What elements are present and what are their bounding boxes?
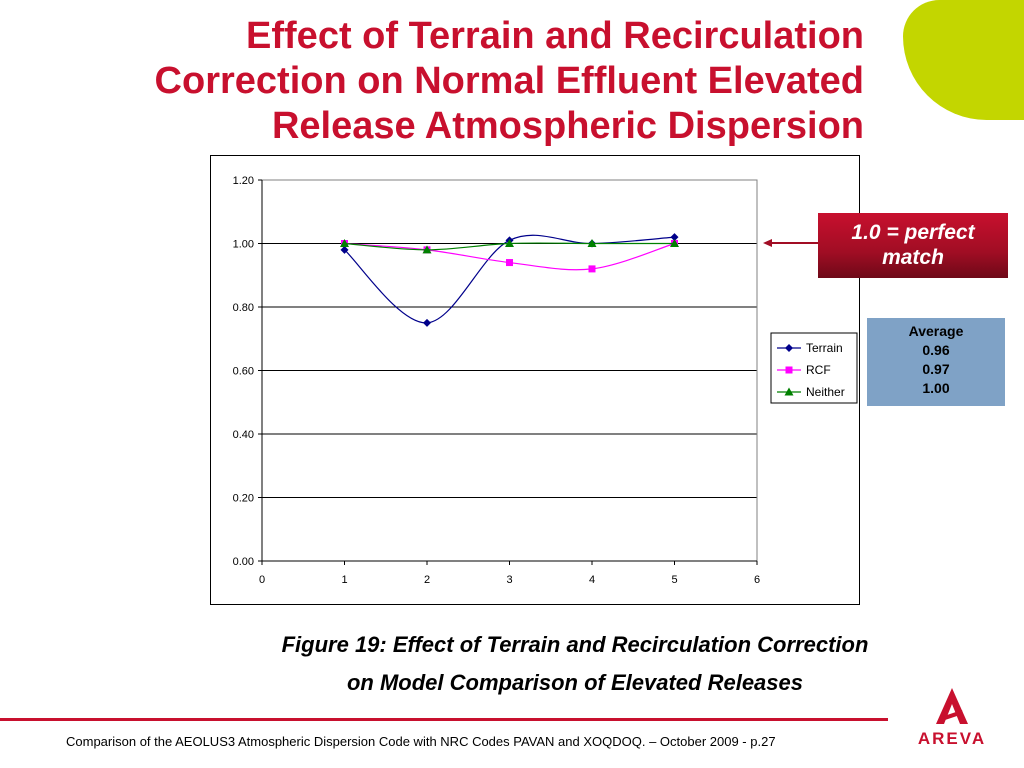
average-values-box: Average 0.96 0.97 1.00: [867, 318, 1005, 406]
legend-marker-neither: [784, 387, 794, 396]
average-value-terrain: 0.96: [922, 342, 950, 358]
legend-label-terrain: Terrain: [806, 341, 843, 355]
caption-line-1: Figure 19: Effect of Terrain and Recircu…: [281, 632, 869, 657]
chart-legend: Terrain RCF Neither: [770, 332, 858, 404]
average-heading: Average: [908, 323, 964, 339]
chart-series: [340, 233, 679, 327]
y-tick-label: 1.20: [233, 175, 254, 187]
data-point-terrain: [670, 233, 679, 242]
data-point-rcf: [506, 259, 513, 267]
chart-axes: [258, 179, 758, 565]
legend-label-neither: Neither: [806, 385, 845, 399]
perfect-match-callout: 1.0 = perfect match: [818, 213, 1008, 278]
average-value-rcf: 0.97: [922, 361, 950, 377]
areva-logo: AREVA: [900, 686, 1004, 752]
legend-box: [770, 332, 858, 404]
title-line-3: Release Atmospheric Dispersion: [271, 105, 864, 147]
logo-wordmark: AREVA: [917, 729, 987, 748]
data-point-neither: [670, 239, 679, 247]
x-axis-tick-labels: 0 1 2 3 4 5 6: [259, 574, 760, 586]
y-tick-label: 1.00: [233, 239, 254, 251]
x-tick-label: 5: [671, 574, 677, 586]
data-point-neither: [505, 239, 514, 247]
legend-marker-terrain: [785, 344, 793, 352]
data-point-terrain: [423, 318, 431, 327]
y-tick-label: 0.60: [233, 366, 254, 378]
chart-gridlines: [262, 179, 757, 498]
average-value-neither: 1.00: [922, 380, 950, 396]
callout-line-2: match: [882, 246, 944, 269]
legend-marker-rcf: [785, 366, 793, 374]
y-tick-label: 0.20: [233, 493, 254, 505]
callout-arrow-icon: [763, 239, 821, 247]
page-title: Effect of Terrain and Recirculation Corr…: [40, 14, 864, 149]
data-point-neither: [587, 239, 597, 247]
x-tick-label: 2: [424, 574, 430, 586]
data-point-neither: [422, 245, 432, 254]
y-tick-label: 0.00: [233, 556, 254, 568]
y-axis-tick-labels: 0.00 0.20 0.40 0.60 0.80 1.00 1.20: [233, 175, 254, 568]
legend-label-rcf: RCF: [806, 363, 831, 377]
x-tick-label: 1: [341, 574, 347, 586]
x-tick-label: 3: [506, 574, 512, 586]
data-point-neither: [340, 239, 349, 247]
caption-line-2: on Model Comparison of Elevated Releases: [346, 670, 803, 695]
figure-caption: Figure 19: Effect of Terrain and Recircu…: [150, 626, 1000, 702]
x-tick-label: 0: [259, 574, 265, 586]
chart-panel: 0.00 0.20 0.40 0.60 0.80 1.00 1.20 0 1 2 3 4 5 6 Ter…: [210, 155, 860, 605]
line-chart: 0.00 0.20 0.40 0.60 0.80 1.00 1.20 0 1 2 3 4 5 6 Ter…: [233, 175, 858, 586]
footer-divider: [0, 718, 888, 721]
areva-logo-icon: [936, 688, 968, 724]
title-line-1: Effect of Terrain and Recirculation: [246, 15, 864, 57]
x-tick-label: 4: [589, 574, 595, 586]
decorative-leaf-shape: [903, 0, 1024, 120]
footer-text: Comparison of the AEOLUS3 Atmospheric Di…: [66, 734, 776, 749]
series-line-terrain: [344, 234, 675, 324]
y-tick-label: 0.40: [233, 429, 254, 441]
data-point-rcf: [588, 265, 596, 273]
x-tick-label: 6: [754, 574, 760, 586]
data-point-terrain: [340, 245, 349, 254]
callout-line-1: 1.0 = perfect: [851, 221, 975, 244]
title-line-2: Correction on Normal Effluent Elevated: [154, 60, 864, 102]
y-tick-label: 0.80: [233, 302, 254, 314]
